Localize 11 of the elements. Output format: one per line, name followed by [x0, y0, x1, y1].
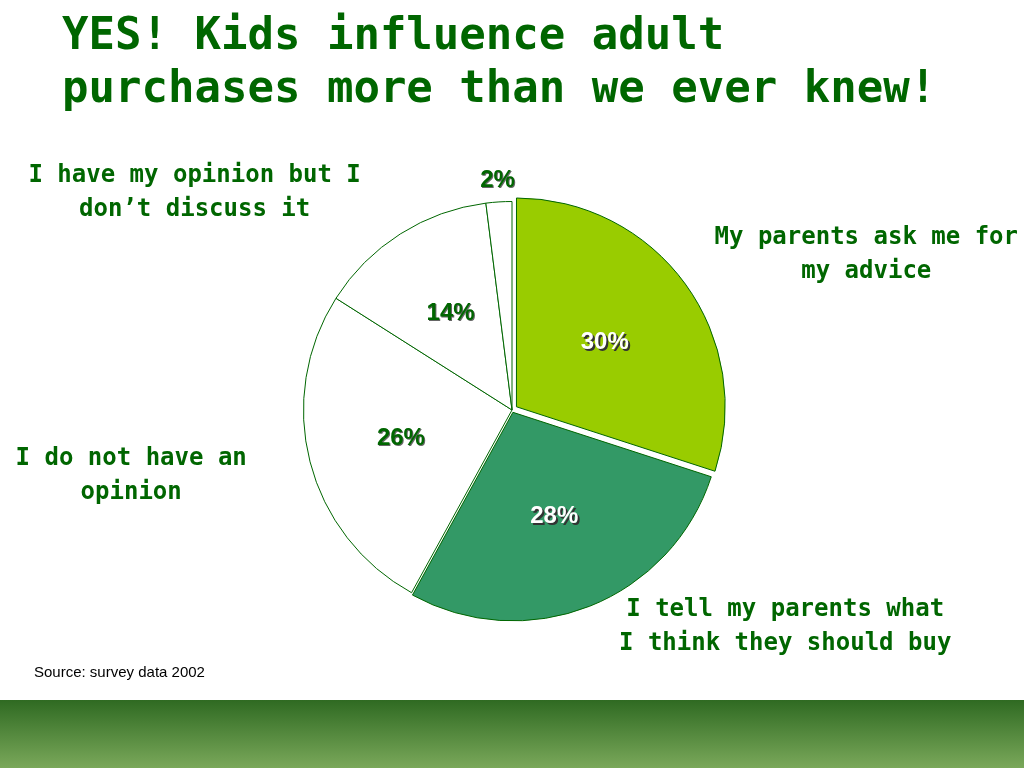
data-label: 14% [426, 297, 475, 325]
source-note: Source: survey data 2002 [34, 663, 205, 680]
slice-label: My parents ask me for my advice [714, 222, 1018, 285]
data-label: 28% [532, 503, 581, 531]
chart-title: YES! Kids influence adult purchases more than we ever knew! [62, 8, 938, 114]
slice-label: I tell my parents what I think they should buy [618, 594, 952, 657]
slice-label: I do not have an opinion [15, 442, 247, 505]
data-label: 30% [582, 329, 631, 357]
data-label: 26% [376, 423, 425, 451]
slice-label: I have my opinion but I don’t discuss it [28, 160, 361, 223]
data-label: 2% [480, 164, 515, 192]
